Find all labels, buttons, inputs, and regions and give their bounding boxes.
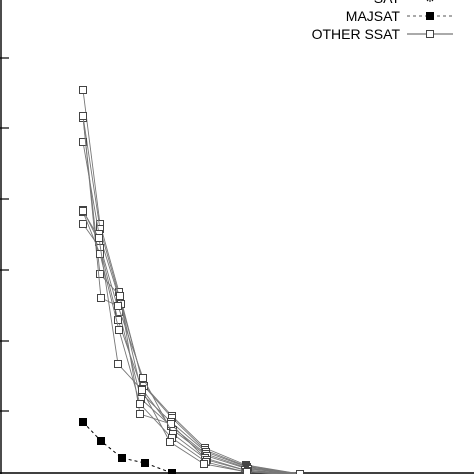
data-point-0 (79, 418, 87, 426)
data-point-1 (97, 437, 105, 445)
data-point-0 (79, 220, 87, 228)
data-point-3 (139, 374, 147, 382)
series-line (82, 421, 173, 474)
data-point-2 (114, 360, 122, 368)
series-line (82, 210, 301, 474)
data-point-0 (79, 112, 87, 120)
data-point-0 (79, 86, 87, 94)
data-point-2 (118, 454, 126, 462)
legend-marker (426, 0, 434, 2)
data-point-0 (79, 207, 87, 215)
data-point-2 (114, 302, 122, 310)
series-other-ssat-9 (79, 207, 304, 474)
data-point-2 (115, 326, 123, 334)
legend-label: OTHER SSAT (312, 26, 401, 42)
data-point-4 (168, 469, 176, 474)
legend-marker (426, 12, 434, 20)
data-point-1 (95, 234, 103, 242)
data-point-1 (96, 270, 104, 278)
legend-item-other-ssat: OTHER SSAT (312, 26, 453, 42)
series-layer (79, 86, 304, 474)
series-other-ssat-5 (79, 220, 304, 474)
data-point-1 (97, 294, 105, 302)
legend-marker (426, 30, 434, 38)
data-point-1 (96, 250, 104, 258)
data-point-2 (116, 292, 124, 300)
data-point-3 (136, 410, 144, 418)
series-other-ssat-4 (79, 206, 304, 474)
series-other-ssat-8 (79, 208, 304, 474)
data-point-3 (138, 386, 146, 394)
data-point-3 (136, 400, 144, 408)
data-point-3 (141, 459, 149, 467)
data-point-2 (114, 316, 122, 324)
series-other-ssat-2 (79, 112, 304, 474)
data-point-6 (243, 468, 251, 474)
legend-label: MAJSAT (346, 8, 401, 24)
data-point-0 (79, 138, 87, 146)
data-point-7 (296, 470, 304, 474)
data-point-5 (200, 460, 208, 468)
series-line (82, 89, 301, 474)
legend-item-sat: SAT (374, 0, 434, 6)
series-other-ssat-7 (79, 112, 304, 474)
series-line (82, 115, 301, 474)
series-majsat-0 (79, 418, 176, 474)
legend-item-majsat: MAJSAT (346, 8, 453, 24)
series-other-ssat-6 (79, 114, 304, 474)
legend: SAT MAJSAT OTHER SSAT (312, 0, 453, 42)
data-point-4 (166, 438, 174, 446)
legend-label: SAT (374, 0, 401, 6)
